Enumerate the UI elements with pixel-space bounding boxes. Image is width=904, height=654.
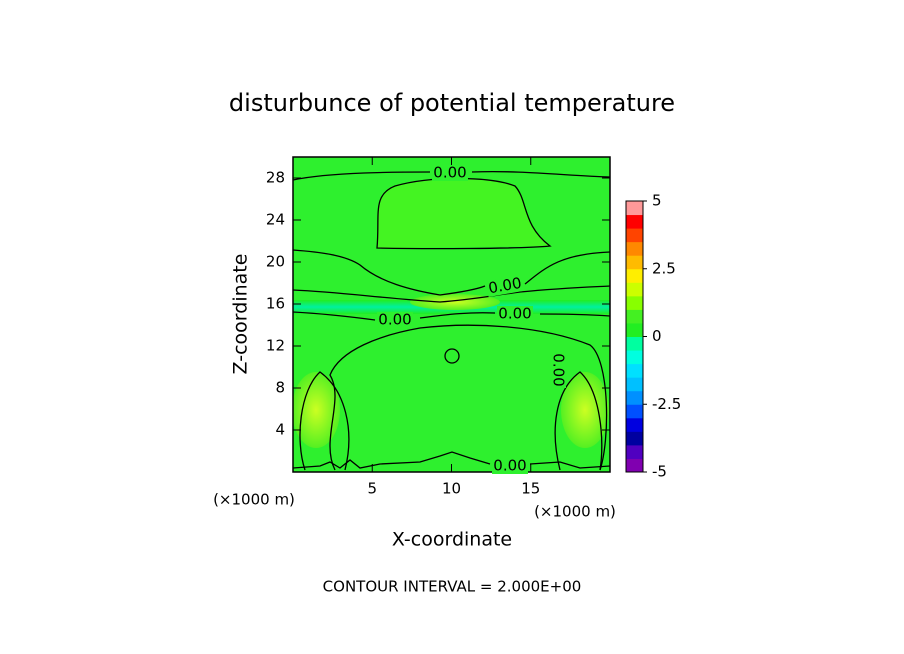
colorbar-tick-label: 0 xyxy=(652,327,662,345)
contour-label: 0.00 xyxy=(498,305,531,323)
contour-label-bg xyxy=(485,274,525,298)
y-axis-label: Z-coordinate xyxy=(230,254,252,375)
colorbar-band xyxy=(626,268,643,283)
colorbar-tick-label: -5 xyxy=(652,463,667,481)
contour-field xyxy=(293,157,610,472)
contour-label-bg xyxy=(497,306,533,322)
y-tick-label: 12 xyxy=(266,337,285,355)
x-axis-label: X-coordinate xyxy=(392,529,512,551)
colorbar-band xyxy=(626,336,643,351)
colorbar-band xyxy=(626,431,643,446)
y-tick-label: 20 xyxy=(266,253,285,271)
colorbar-band xyxy=(626,404,643,419)
x-tick-label: 15 xyxy=(521,480,540,498)
colorbar-band xyxy=(626,282,643,297)
colorbar-band xyxy=(626,458,643,473)
y-tick-label: 4 xyxy=(275,421,285,439)
contour-label: 0.00 xyxy=(378,311,411,329)
colorbar-band xyxy=(626,309,643,324)
colorbar-band xyxy=(626,350,643,365)
y-unit-label: (×1000 m) xyxy=(213,491,295,509)
chart-title: disturbunce of potential temperature xyxy=(229,89,675,117)
y-tick-label: 8 xyxy=(275,379,285,397)
x-tick-label: 5 xyxy=(367,480,377,498)
colorbar-band xyxy=(626,363,643,378)
contour-label-bg xyxy=(492,458,528,474)
colorbar-band xyxy=(626,377,643,392)
y-tick-label: 24 xyxy=(266,211,285,229)
colorbar-band xyxy=(626,228,643,243)
contour-label: 0.00 xyxy=(433,164,466,182)
x-tick-label: 10 xyxy=(442,480,461,498)
contour-label: 0.00 xyxy=(493,457,526,475)
y-tick-label: 28 xyxy=(266,169,285,187)
x-unit-label: (×1000 m) xyxy=(534,503,616,521)
contour-label-bg xyxy=(377,312,413,328)
colorbar-band xyxy=(626,201,643,216)
colorbar-band xyxy=(626,255,643,270)
colorbar-band xyxy=(626,322,643,337)
contour-label-bg xyxy=(550,352,566,388)
colorbar-tick-label: 2.5 xyxy=(652,259,676,277)
contour-interval: CONTOUR INTERVAL = 2.000E+00 xyxy=(323,578,582,596)
y-tick-label: 16 xyxy=(266,295,285,313)
colorbar-band xyxy=(626,390,643,405)
colorbar-band xyxy=(626,417,643,432)
colorbar-band xyxy=(626,214,643,229)
colorbar-tick-label: 5 xyxy=(652,192,662,210)
colorbar-tick-label: -2.5 xyxy=(652,395,681,413)
contour-label: 0.00 xyxy=(487,274,523,298)
colorbar-band xyxy=(626,444,643,459)
contour-label-bg xyxy=(432,165,468,181)
colorbar-band xyxy=(626,295,643,310)
colorbar-band xyxy=(626,241,643,256)
contour-label: 0.00 xyxy=(550,353,568,386)
